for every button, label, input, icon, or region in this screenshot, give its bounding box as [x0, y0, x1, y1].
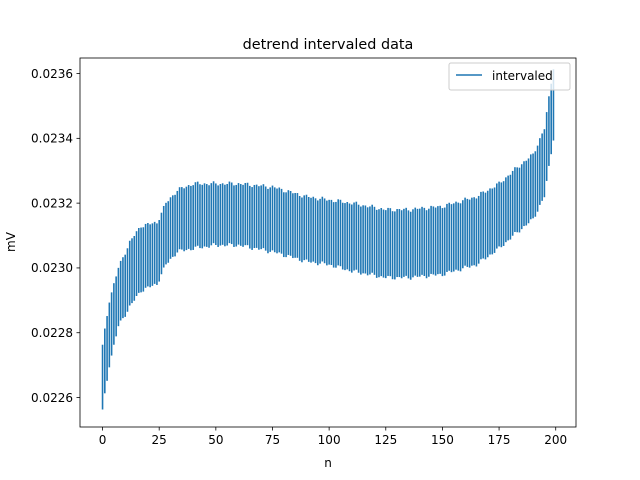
plot-area-background: [80, 58, 576, 427]
y-tick-label: 0.0232: [31, 196, 73, 210]
legend: intervaled: [448, 62, 571, 91]
interval-series: [101, 69, 555, 410]
x-tick-label: 0: [99, 433, 107, 447]
chart-title: detrend intervaled data: [243, 37, 414, 53]
x-tick-label: 100: [318, 433, 341, 447]
x-tick-label: 125: [374, 433, 397, 447]
y-axis-label: mV: [4, 231, 18, 252]
x-tick-label: 200: [544, 433, 567, 447]
y-tick-label: 0.0230: [31, 261, 73, 275]
y-axis-ticks: 0.0226 0.0228 0.0230 0.0232 0.0234 0.0236: [31, 67, 80, 405]
legend-box: [448, 62, 571, 91]
y-tick-label: 0.0228: [31, 326, 73, 340]
legend-label-intervaled: intervaled: [492, 69, 553, 83]
plot-frame: [79, 57, 577, 428]
y-tick-label: 0.0226: [31, 391, 73, 405]
y-tick-label: 0.0234: [31, 132, 73, 146]
x-tick-label: 175: [488, 433, 511, 447]
x-tick-label: 50: [208, 433, 223, 447]
x-tick-label: 25: [152, 433, 167, 447]
x-axis-label: n: [324, 456, 332, 470]
x-axis-ticks: 0 25 50 75 100 125 150 175 200: [99, 427, 567, 447]
y-tick-label: 0.0236: [31, 67, 73, 81]
x-tick-label: 150: [431, 433, 454, 447]
x-tick-label: 75: [265, 433, 280, 447]
